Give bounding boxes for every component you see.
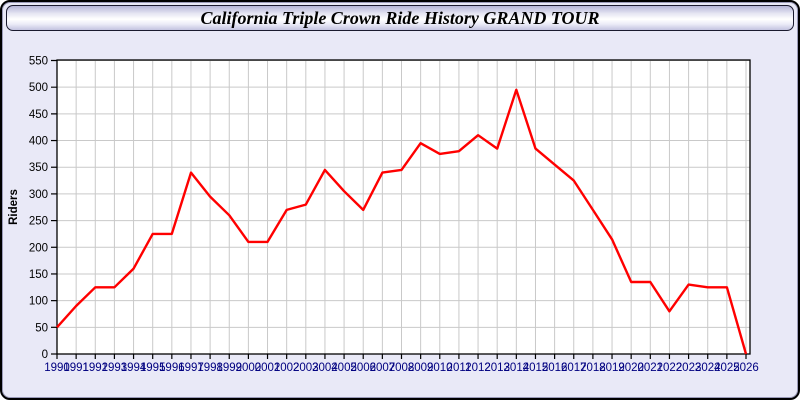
x-tick-label: 2004 — [312, 362, 338, 374]
x-tick-label: 2021 — [638, 362, 664, 374]
y-tick-label: 550 — [29, 56, 48, 68]
x-tick-label: 2008 — [389, 362, 415, 374]
x-tick-label: 2012 — [465, 362, 491, 374]
x-tick-label: 2000 — [236, 362, 262, 374]
x-tick-label: 2009 — [408, 362, 434, 374]
x-tick-label: 2013 — [484, 362, 510, 374]
title-bar: California Triple Crown Ride History GRA… — [6, 5, 794, 31]
axis-ticks — [51, 59, 747, 359]
x-tick-label: 2003 — [293, 362, 319, 374]
x-tick-label: 1995 — [140, 362, 166, 374]
x-tick-label: 2024 — [695, 362, 721, 374]
x-tick-label: 2018 — [580, 362, 606, 374]
y-tick-label: 300 — [29, 189, 48, 201]
x-tick-label: 1994 — [121, 362, 147, 374]
y-tick-label: 100 — [29, 296, 48, 308]
y-tick-label: 150 — [29, 269, 48, 281]
x-tick-label: 1990 — [44, 362, 70, 374]
x-tick-label: 1993 — [102, 362, 128, 374]
riders-series-line — [56, 88, 748, 355]
x-tick-label: 1991 — [63, 362, 89, 374]
y-tick-label: 50 — [35, 322, 48, 334]
x-tick-label: 2002 — [274, 362, 300, 374]
x-tick-label: 1996 — [159, 362, 185, 374]
x-tick-label: 2006 — [350, 362, 376, 374]
x-tick-label: 2005 — [331, 362, 357, 374]
x-axis-tick-labels: 1990199119921993199419951996199719981999… — [44, 362, 759, 374]
x-tick-label: 2011 — [447, 362, 472, 374]
x-tick-label: 2001 — [255, 362, 281, 374]
chart-title: California Triple Crown Ride History GRA… — [200, 7, 600, 28]
plot-area — [57, 60, 750, 354]
y-tick-label: 350 — [29, 162, 48, 174]
y-tick-label: 0 — [42, 349, 48, 361]
y-tick-label: 450 — [29, 109, 48, 121]
x-tick-label: 1998 — [197, 362, 223, 374]
x-tick-label: 2007 — [370, 362, 396, 374]
x-tick-label: 2016 — [542, 362, 568, 374]
x-tick-label: 2025 — [714, 362, 740, 374]
x-tick-label: 2020 — [618, 362, 644, 374]
x-tick-label: 2019 — [599, 362, 625, 374]
y-tick-label: 500 — [29, 82, 48, 94]
y-axis-tick-labels: 0 50 100 150 200 250 300 350 400 450 500 550 — [29, 56, 48, 362]
y-tick-label: 400 — [29, 136, 48, 148]
y-axis-title: Riders — [8, 189, 20, 225]
y-tick-label: 200 — [29, 242, 48, 254]
x-tick-label: 2022 — [657, 362, 683, 374]
y-tick-label: 250 — [29, 216, 48, 228]
x-tick-label: 2017 — [561, 362, 587, 374]
gridlines — [56, 60, 750, 354]
x-tick-label: 2014 — [504, 362, 530, 374]
x-tick-label: 1997 — [178, 362, 204, 374]
x-tick-label: 2026 — [733, 362, 759, 374]
x-tick-label: 1992 — [82, 362, 108, 374]
plot-border — [56, 59, 751, 355]
x-tick-label: 2010 — [427, 362, 453, 374]
x-tick-label: 1999 — [216, 362, 242, 374]
x-tick-label: 2023 — [676, 362, 702, 374]
x-tick-label: 2015 — [523, 362, 549, 374]
